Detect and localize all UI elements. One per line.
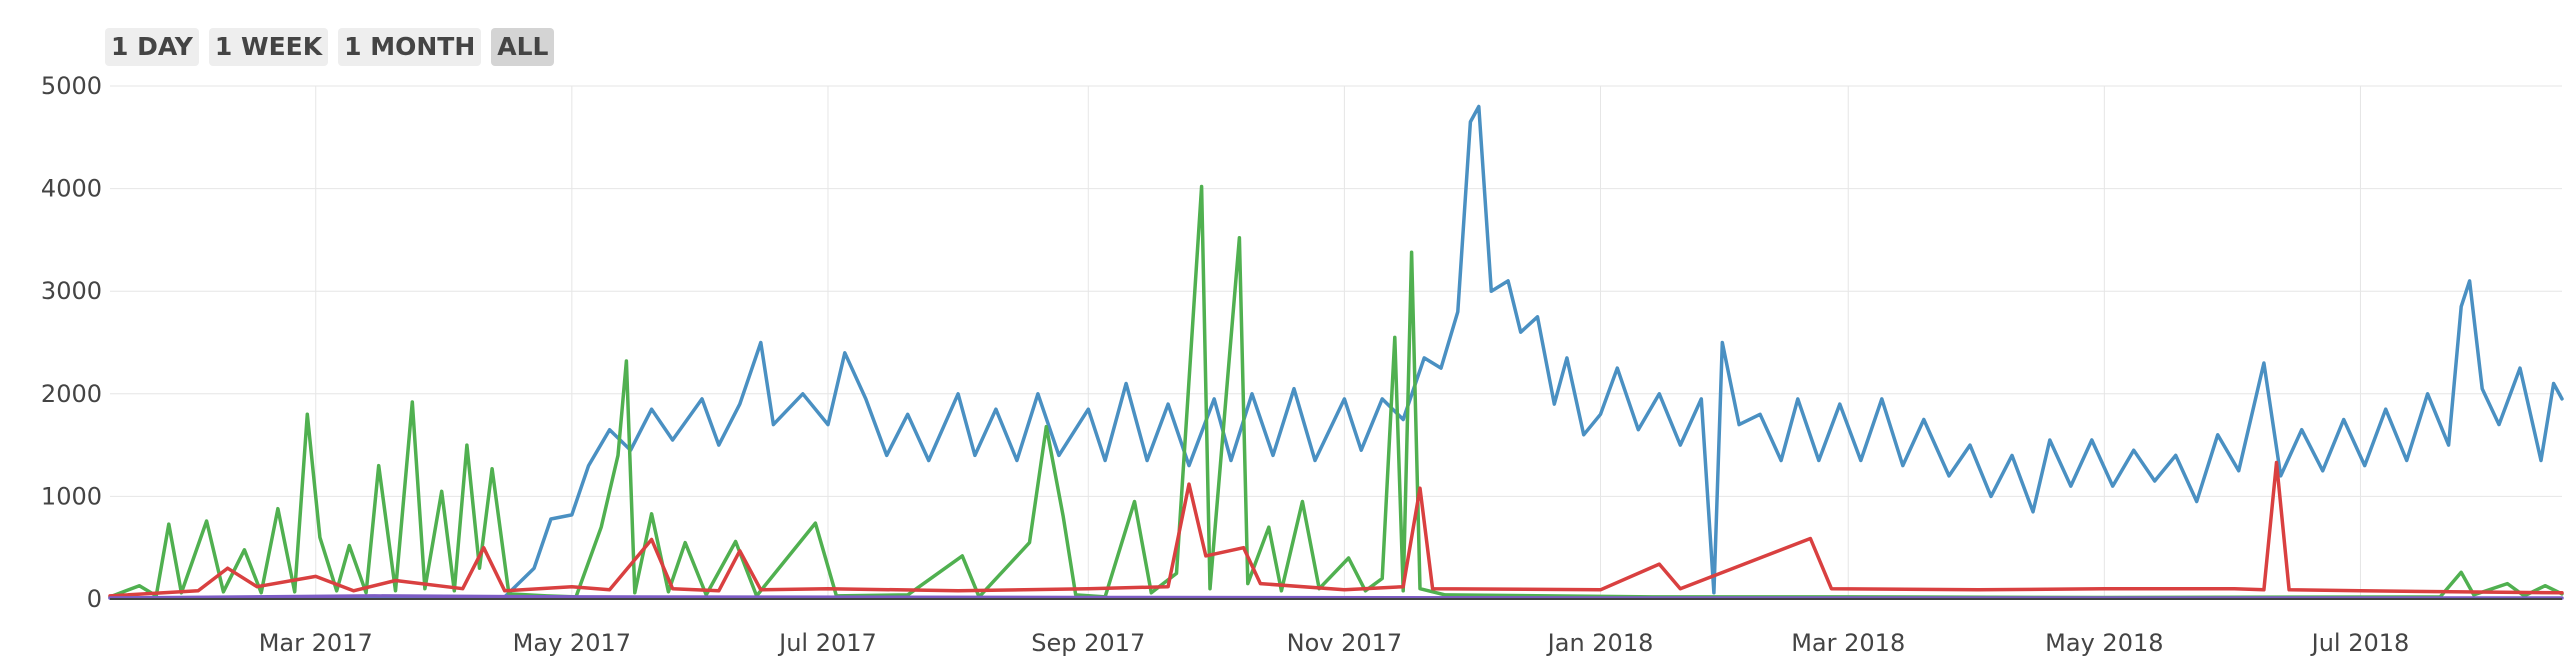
x-tick-label: Jan 2018: [1546, 629, 1654, 657]
x-tick-label: Mar 2018: [1791, 629, 1905, 657]
series-line-2[interactable]: [108, 184, 2564, 600]
range-button-all[interactable]: ALL: [491, 28, 555, 66]
series-line-3[interactable]: [108, 460, 2564, 598]
x-tick-label: Jul 2017: [777, 629, 877, 657]
range-button-1-day[interactable]: 1 DAY: [105, 28, 199, 66]
x-tick-label: Jul 2018: [2310, 629, 2410, 657]
range-button-1-month[interactable]: 1 MONTH: [338, 28, 482, 66]
y-tick-label: 0: [87, 585, 102, 613]
series-line-1[interactable]: [108, 104, 2564, 600]
y-tick-label: 1000: [41, 482, 102, 510]
y-tick-label: 5000: [41, 72, 102, 100]
x-tick-label: May 2018: [2045, 629, 2163, 657]
range-button-1-week[interactable]: 1 WEEK: [208, 28, 329, 66]
gridlines: [110, 85, 2562, 600]
y-tick-label: 2000: [41, 380, 102, 408]
y-tick-label: 4000: [41, 175, 102, 203]
range-selector: 1 DAY 1 WEEK 1 MONTH ALL: [105, 28, 555, 66]
x-tick-label: Nov 2017: [1287, 629, 1403, 657]
x-tick-label: May 2017: [513, 629, 631, 657]
y-tick-label: 3000: [41, 277, 102, 305]
x-tick-label: Mar 2017: [259, 629, 373, 657]
series-lines: [108, 104, 2564, 600]
x-tick-label: Sep 2017: [1031, 629, 1145, 657]
axes: 0 1000 2000 3000 4000 5000 Mar 2017 May 2017 Jul…: [41, 72, 2562, 657]
